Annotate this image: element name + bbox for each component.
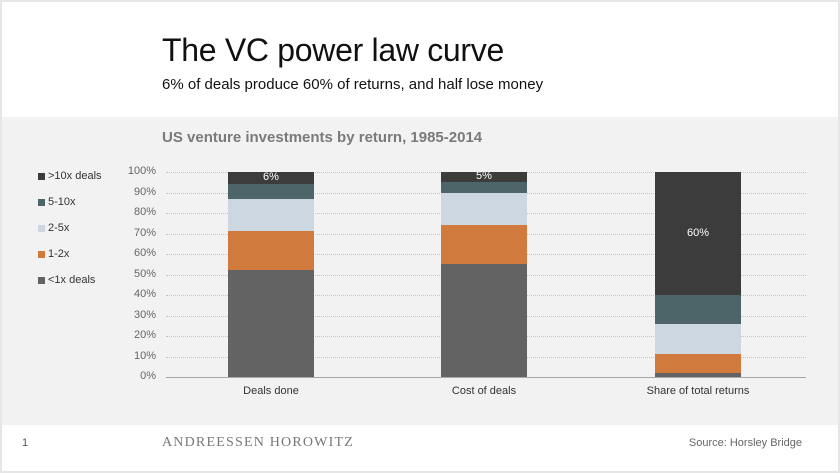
page-number: 1 [22, 437, 29, 449]
legend-label: >10x deals [48, 170, 102, 182]
slide-title: The VC power law curve [162, 32, 504, 68]
y-tick-label: 80% [133, 206, 156, 218]
y-tick-label: 100% [127, 165, 156, 177]
bar-segment [655, 354, 741, 373]
bar-segment [655, 295, 741, 324]
data-label: 6% [263, 171, 279, 184]
slide-subtitle: 6% of deals produce 60% of returns, and … [162, 76, 544, 93]
bar-segment [228, 231, 314, 271]
bar-segment [228, 172, 314, 185]
y-tick-label: 90% [133, 185, 156, 198]
data-label: 5% [476, 170, 492, 183]
legend-swatch-icon [38, 198, 45, 206]
legend-label: 5-10x [48, 196, 76, 208]
chart-area: US venture investments by return, 1985-2… [2, 117, 838, 425]
bar-segment [228, 198, 314, 232]
legend-swatch-icon [38, 276, 45, 284]
legend-swatch-icon [38, 224, 45, 232]
legend-item: 2-5x [38, 221, 69, 235]
y-tick-label: 40% [133, 288, 156, 300]
x-tick-label: Share of total returns [646, 385, 750, 397]
y-tick-label: 30% [133, 308, 156, 321]
bar-share-of-total-returns: 60% [655, 117, 741, 377]
bar-segment [228, 184, 314, 199]
y-tick-label: 60% [133, 247, 156, 259]
y-tick-label: 70% [133, 226, 156, 239]
legend-item: 1-2x [38, 247, 69, 261]
x-axis-line [166, 377, 806, 378]
bar-segment [441, 225, 527, 265]
legend-swatch-icon [38, 172, 45, 180]
bar-segment [655, 172, 741, 295]
bar-deals-done: 6% [228, 117, 314, 377]
brand-logo: ANDREESSEN HOROWITZ [162, 435, 354, 450]
legend-label: <1x deals [48, 274, 96, 286]
legend-swatch-icon [38, 250, 45, 258]
slide-footer: 1 ANDREESSEN HOROWITZ Source: Horsley Br… [2, 425, 838, 471]
bar-segment [441, 264, 527, 377]
y-tick-label: 50% [133, 267, 156, 280]
bar-segment [655, 372, 741, 377]
legend-label: 2-5x [48, 222, 70, 234]
x-tick-label: Cost of deals [451, 385, 517, 397]
x-tick-label: Deals done [243, 385, 299, 397]
bar-cost-of-deals: 5% [441, 117, 527, 377]
data-label: 60% [686, 226, 710, 239]
y-tick-label: 20% [133, 329, 156, 341]
chart-title: US venture investments by return, 1985-2… [162, 129, 483, 146]
legend-item: <1x deals [38, 273, 95, 287]
legend-item: 5-10x [38, 195, 76, 209]
bar-segment [655, 323, 741, 355]
bar-segment [441, 182, 527, 193]
bar-segment [441, 172, 527, 183]
legend-label: 1-2x [48, 248, 70, 260]
y-tick-label: 0% [140, 370, 156, 382]
source-note: Source: Horsley Bridge [688, 437, 802, 449]
legend-item: >10x deals [38, 169, 102, 183]
bar-segment [228, 270, 314, 377]
y-tick-label: 10% [133, 349, 156, 362]
bar-segment [441, 192, 527, 226]
